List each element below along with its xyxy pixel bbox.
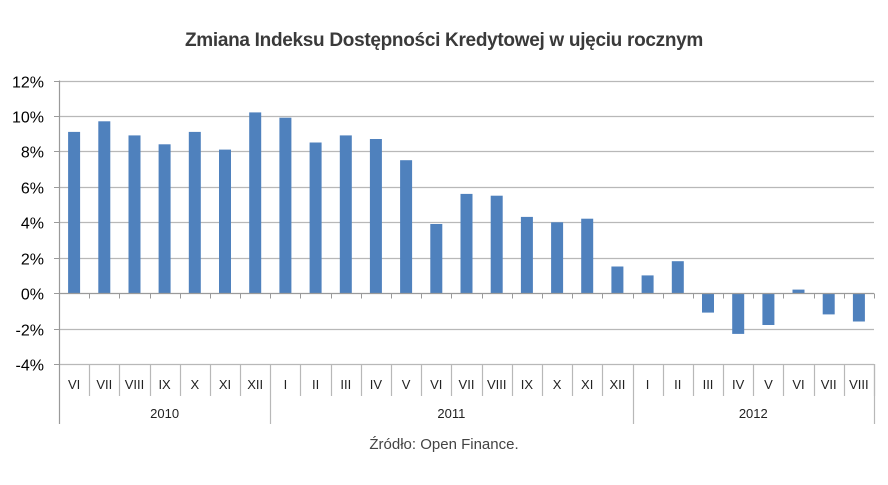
bars: [68, 112, 865, 334]
y-tick-label: 2%: [21, 252, 44, 269]
x-category-label: VIII: [125, 377, 145, 392]
bar: [852, 293, 865, 322]
x-category-label: X: [190, 377, 199, 392]
y-tick-label: -4%: [16, 358, 44, 375]
bar: [279, 117, 292, 294]
bar: [158, 144, 171, 294]
x-category-label: XI: [219, 377, 231, 392]
bar: [641, 275, 654, 294]
chart-title: Zmiana Indeksu Dostępności Kredytowej w …: [184, 30, 704, 51]
bar: [400, 160, 413, 294]
bar: [671, 261, 684, 294]
y-tick-label: 6%: [21, 181, 44, 198]
bar: [128, 135, 141, 294]
x-group-label: 2012: [739, 406, 768, 421]
bar: [611, 266, 624, 294]
x-category-label: V: [402, 377, 411, 392]
x-category-label: XI: [581, 377, 593, 392]
bar: [188, 131, 201, 294]
bar: [792, 289, 805, 294]
x-category-label: I: [646, 377, 650, 392]
x-category-label: V: [764, 377, 773, 392]
x-category-label: X: [553, 377, 562, 392]
y-tick-label: 8%: [21, 145, 44, 162]
bar: [219, 149, 231, 294]
x-category-label: IX: [158, 377, 171, 392]
x-axis: VI VII VIII IX X XI XII I II III IV V VI VII VIII IX X XI…: [59, 292, 876, 424]
x-category-label: II: [312, 377, 319, 392]
x-category-label: XII: [609, 377, 625, 392]
x-category-label: VII: [459, 377, 475, 392]
bar: [430, 224, 443, 294]
y-axis-tick-labels: 12% 10% 8% 6% 4% 2% 0% -2% -4%: [12, 75, 44, 375]
x-category-label: VI: [792, 377, 804, 392]
x-category-label: III: [340, 377, 351, 392]
x-category-label: IX: [521, 377, 534, 392]
bar: [249, 112, 262, 294]
x-category-label: VI: [68, 377, 80, 392]
bar: [732, 293, 745, 334]
bar: [581, 218, 594, 294]
x-category-label: IV: [732, 377, 745, 392]
bar: [98, 121, 111, 294]
bar: [339, 135, 352, 294]
x-category-label: III: [703, 377, 714, 392]
y-tick-label: 0%: [21, 287, 44, 304]
x-category-label: I: [284, 377, 288, 392]
y-tick-label: -2%: [16, 323, 44, 340]
x-category-label: VIII: [487, 377, 507, 392]
x-category-label: II: [674, 377, 681, 392]
y-tick-label: 10%: [12, 110, 44, 127]
x-category-label: VII: [821, 377, 837, 392]
x-category-label: VII: [96, 377, 112, 392]
bar: [490, 195, 503, 294]
x-group-label: 2010: [150, 406, 179, 421]
bar: [460, 193, 473, 294]
bar: [520, 216, 533, 294]
y-tick-label: 12%: [12, 75, 44, 92]
y-tick-label: 4%: [21, 216, 44, 233]
x-category-label: XII: [247, 377, 263, 392]
x-group-label: 2011: [437, 406, 465, 421]
bar: [822, 293, 835, 315]
bar: [762, 293, 775, 325]
bar: [369, 139, 382, 294]
bar: [702, 293, 714, 313]
x-category-label: VIII: [849, 377, 869, 392]
bar: [68, 131, 81, 294]
source-note: Źródło: Open Finance.: [369, 436, 519, 453]
x-category-label: IV: [370, 377, 383, 392]
bar: [309, 142, 322, 294]
x-category-label: VI: [430, 377, 442, 392]
bar: [551, 222, 564, 294]
